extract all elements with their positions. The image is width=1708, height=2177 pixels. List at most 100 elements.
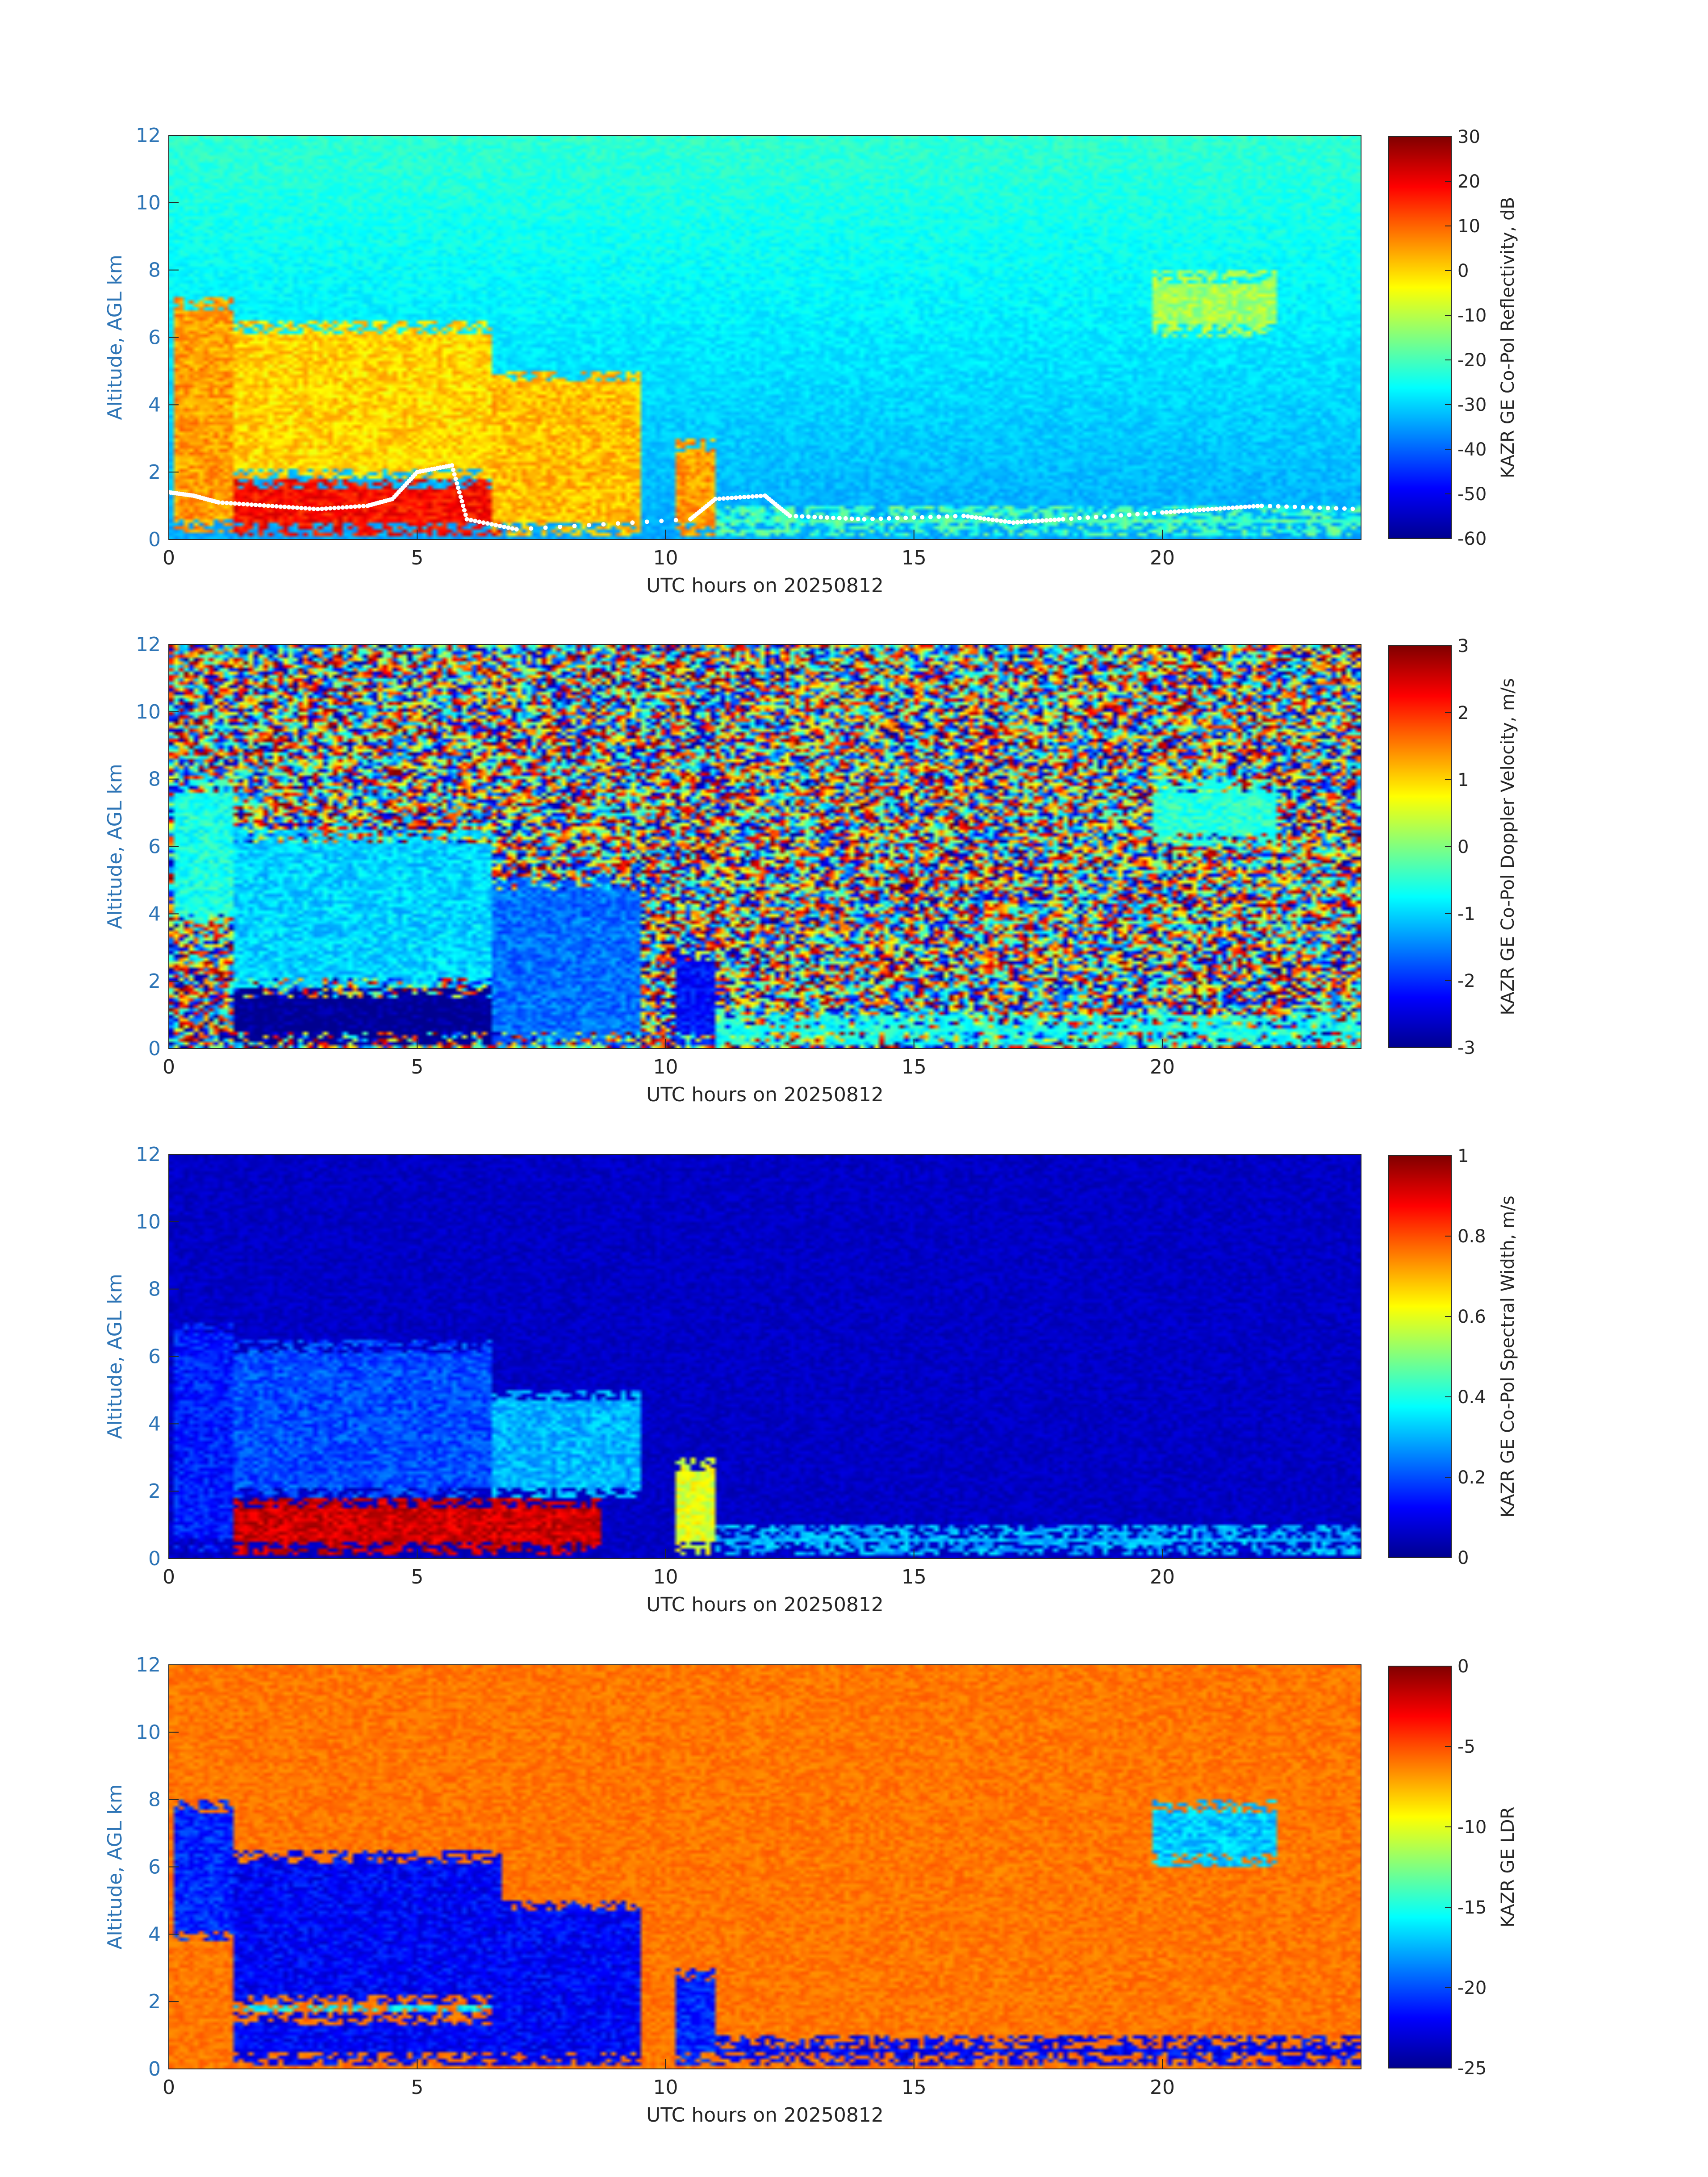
cloud-base-point [320,506,325,511]
colorbar-tick-label: 1 [1457,770,1469,790]
cloud-base-point [270,504,275,509]
cloud-base-point [1057,517,1061,522]
cloud-base-point [998,518,1003,523]
cloud-base-point [489,522,494,527]
cloud-base-point [843,516,848,521]
heatmap-image [169,135,1361,539]
colorbar [1388,1155,1452,1558]
cloud-base-point [903,515,908,520]
cloud-base-point [961,514,966,518]
y-axis-label: Altitude, AGL km [104,255,126,420]
x-axis-label: UTC hours on 20250812 [646,1593,884,1616]
heatmap-image [169,644,1361,1049]
cloud-base-point [324,506,329,511]
cloud-base-point [1069,516,1074,521]
cloud-base-point [928,514,933,519]
cloud-base-point [615,521,620,526]
x-axis-label: UTC hours on 20250812 [646,1083,884,1106]
cloud-base-point [1309,505,1314,510]
cloud-base-point [1061,517,1065,522]
cloud-base-point [1226,506,1231,510]
cloud-base-point [644,519,649,524]
x-tick-label: 0 [163,1056,175,1078]
cloud-base-point [758,493,763,498]
cloud-base-point [477,519,482,524]
y-tick-label: 2 [148,1480,161,1503]
cloud-base-point [630,520,635,525]
cloud-base-point [286,505,291,510]
cloud-base-point [493,522,498,527]
cloud-base-point [361,504,366,509]
cloud-base-point [990,518,995,522]
cloud-base-point [1350,506,1355,511]
x-axis-label: UTC hours on 20250812 [646,2104,884,2127]
colorbar-tick-label: -10 [1457,1817,1487,1838]
cloud-base-point [1019,520,1024,525]
cloud-base-point [506,525,511,530]
cloud-base-point [1197,508,1202,513]
cloud-base-point [459,499,464,504]
cloud-base-point [1143,511,1148,516]
colorbar-tick-label: 3 [1457,636,1469,656]
colorbar-tick-label: -5 [1457,1737,1475,1757]
cloud-base-point [572,523,577,528]
cloud-base-point [1177,509,1182,514]
cloud-base-point [1342,506,1347,511]
cloud-base-point [453,476,458,481]
cloud-base-point [1205,507,1210,512]
y-tick-label: 6 [148,1345,161,1368]
colorbar [1388,1666,1452,2068]
cloud-base-point [336,505,341,510]
cloud-base-point [1284,504,1289,509]
y-tick-label: 0 [148,1547,161,1570]
cloud-base-point [973,515,978,520]
cloud-base-point [220,500,225,505]
y-tick-label: 4 [148,1923,161,1946]
cloud-base-point [1189,508,1194,513]
colorbar-tick-label: 0.2 [1457,1467,1486,1488]
cloud-base-point [299,506,304,510]
cloud-base-point [1214,506,1219,511]
cloud-base-point [1015,520,1020,525]
cloud-base-point [1259,503,1264,508]
cloud-base-point [348,505,353,510]
y-tick-label: 10 [136,701,161,723]
cloud-base-point [911,515,916,520]
cloud-base-point [1040,518,1045,523]
cloud-base-point [501,524,506,529]
cloud-base-point [1268,504,1273,509]
cloud-base-point [800,514,805,519]
cloud-base-point [451,468,455,472]
cloud-base-point [468,518,473,522]
x-tick-label: 0 [163,2076,175,2099]
y-axis-label: Altitude, AGL km [104,764,126,929]
cloud-base-point [878,516,883,521]
colorbar-tick-label: -60 [1457,529,1487,549]
colorbar-tick-label: -40 [1457,439,1487,460]
cloud-base-point [543,525,548,530]
cloud-base-point [1031,519,1036,524]
y-tick-label: 0 [148,2058,161,2081]
y-tick-label: 10 [136,192,161,214]
x-tick-label: 15 [902,547,927,569]
cloud-base-point [278,504,283,509]
cloud-base-point [849,516,854,521]
cloud-base-point [233,501,238,506]
cloud-base-point [895,516,900,521]
panel-reflectivity: 0 5 10 15 20 0 2 4 6 8 10 12 UTC hours on 20250812 Al… [104,124,1518,597]
cloud-base-point [754,494,759,499]
cloud-base-point [462,508,467,513]
cloud-base-point [812,514,817,519]
x-tick-label: 10 [653,2076,678,2099]
cloud-base-point [245,502,250,507]
y-tick-label: 8 [148,768,161,791]
cloud-base-point [357,504,362,509]
colorbar-label: KAZR GE Co-Pol Reflectivity, dB [1498,197,1518,478]
y-tick-label: 6 [148,836,161,858]
cloud-base-point [742,495,747,500]
cloud-base-point [734,495,739,500]
y-tick-label: 0 [148,1037,161,1060]
cloud-base-point [497,523,502,528]
